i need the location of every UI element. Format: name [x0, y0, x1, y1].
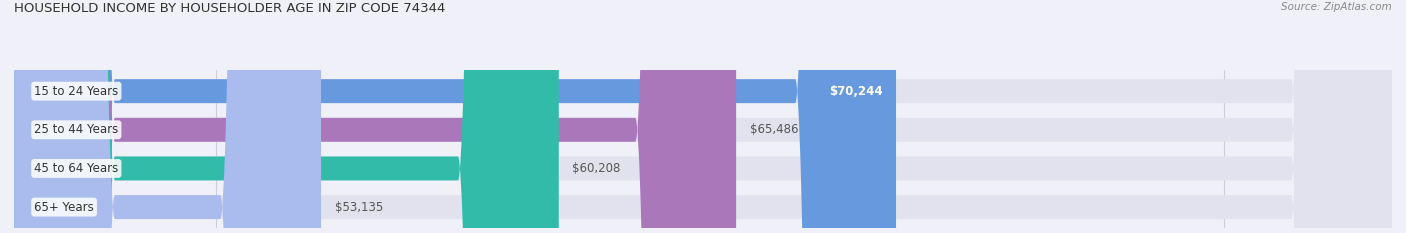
Text: 15 to 24 Years: 15 to 24 Years: [34, 85, 118, 98]
Text: HOUSEHOLD INCOME BY HOUSEHOLDER AGE IN ZIP CODE 74344: HOUSEHOLD INCOME BY HOUSEHOLDER AGE IN Z…: [14, 2, 446, 15]
FancyBboxPatch shape: [14, 0, 1392, 233]
Text: $70,244: $70,244: [830, 85, 883, 98]
FancyBboxPatch shape: [14, 0, 896, 233]
FancyBboxPatch shape: [14, 0, 737, 233]
FancyBboxPatch shape: [14, 0, 558, 233]
Text: 65+ Years: 65+ Years: [34, 201, 94, 214]
Text: 45 to 64 Years: 45 to 64 Years: [34, 162, 118, 175]
Text: $65,486: $65,486: [749, 123, 799, 136]
FancyBboxPatch shape: [14, 0, 321, 233]
FancyBboxPatch shape: [14, 0, 1392, 233]
Text: $53,135: $53,135: [335, 201, 382, 214]
FancyBboxPatch shape: [14, 0, 1392, 233]
Text: $60,208: $60,208: [572, 162, 620, 175]
Text: 25 to 44 Years: 25 to 44 Years: [34, 123, 118, 136]
FancyBboxPatch shape: [14, 0, 1392, 233]
Text: Source: ZipAtlas.com: Source: ZipAtlas.com: [1281, 2, 1392, 12]
